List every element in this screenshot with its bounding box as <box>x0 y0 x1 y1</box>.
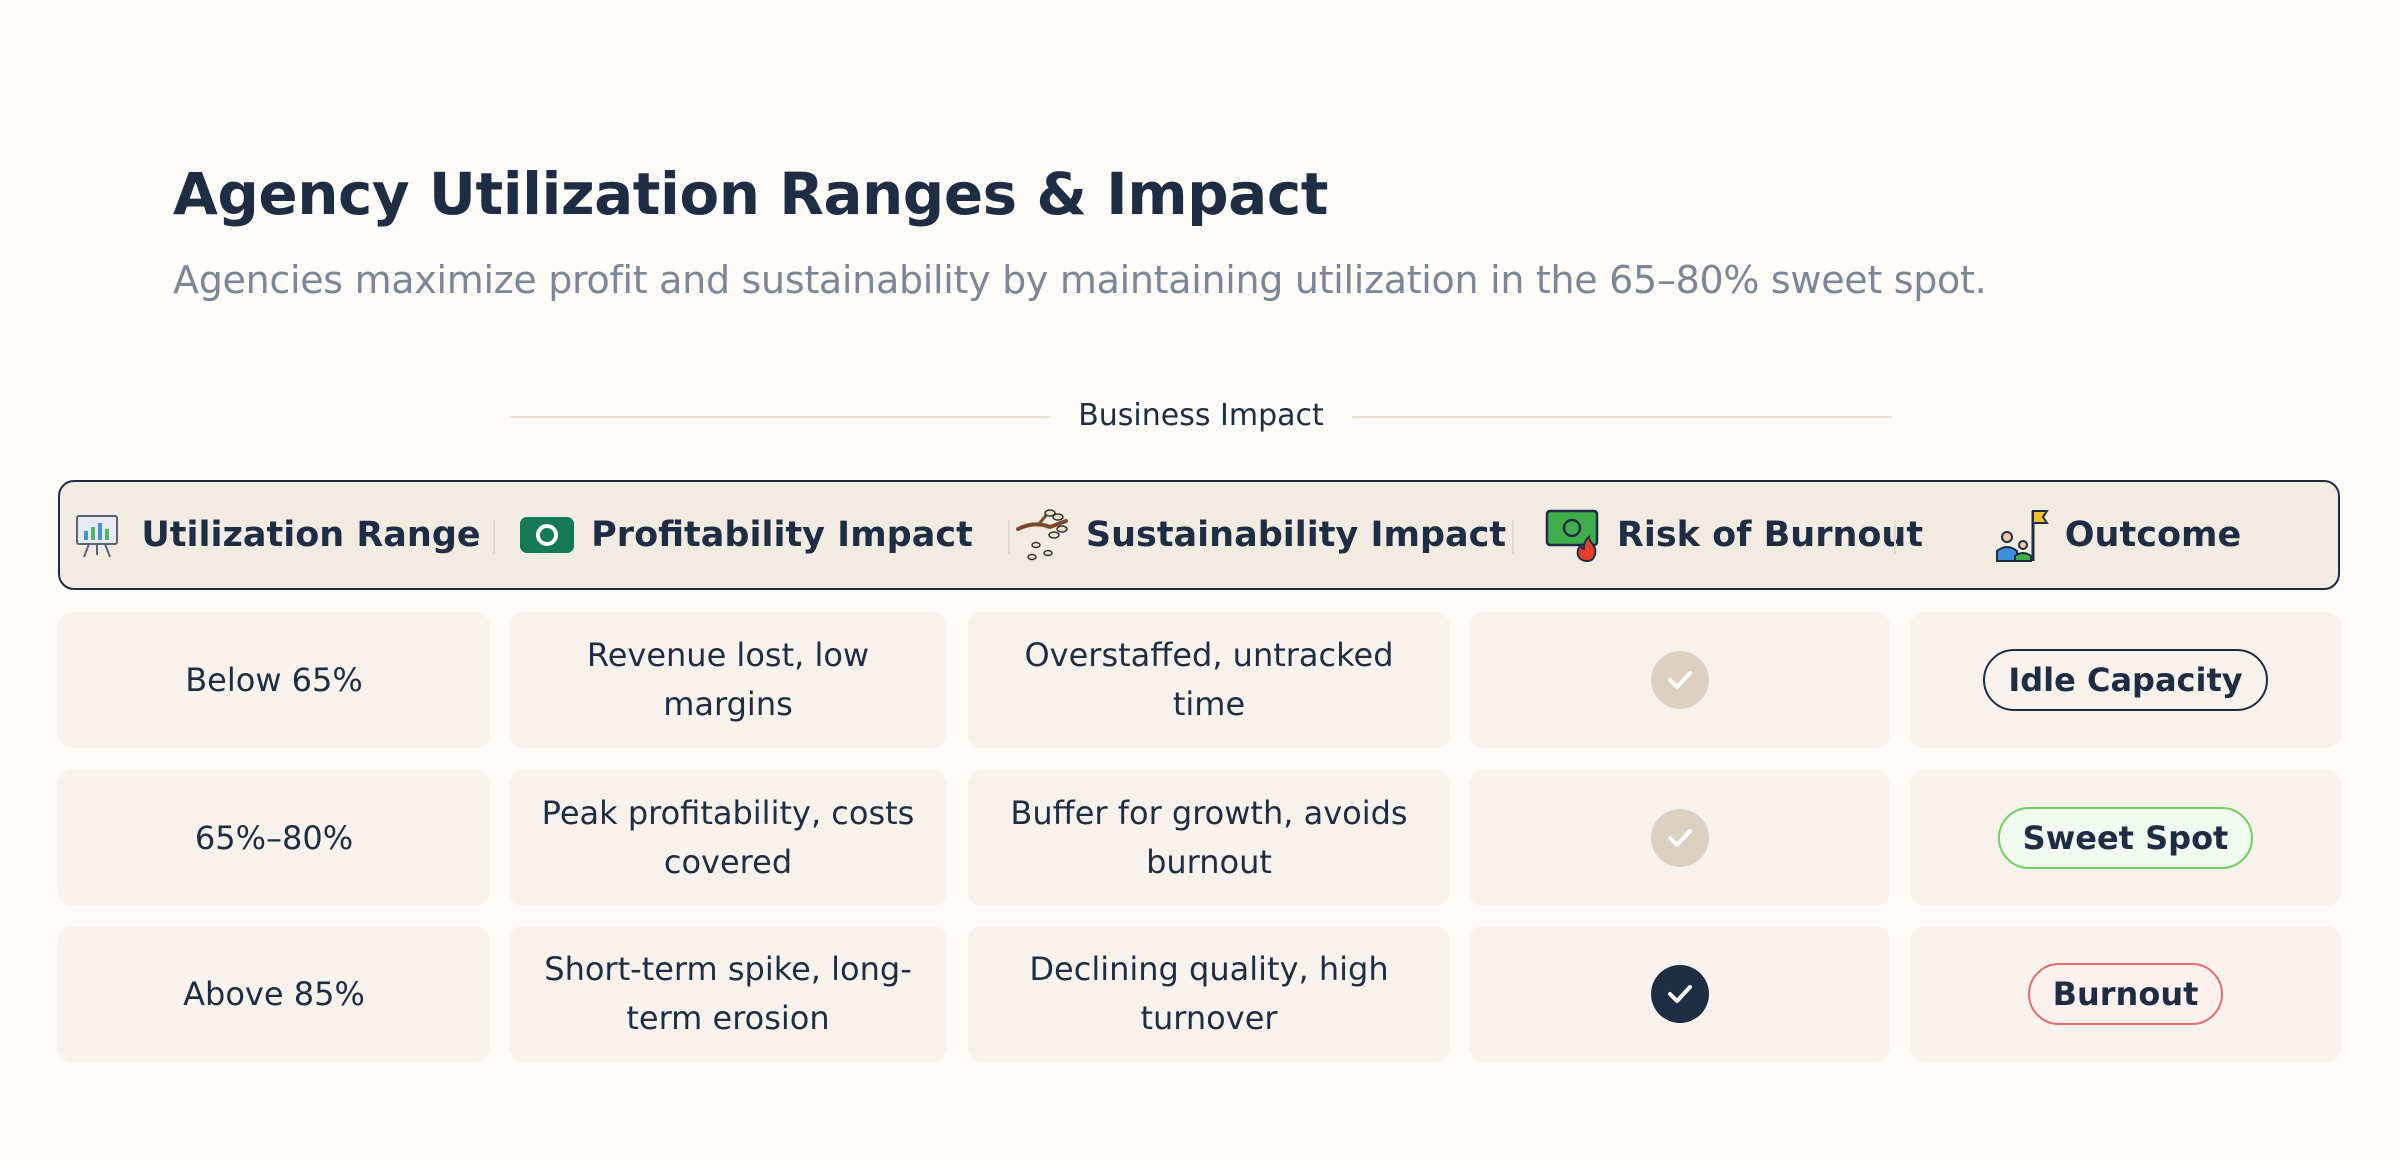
column-separator <box>1008 520 1010 554</box>
table-cell-profitability: Revenue lost, low margins <box>509 612 947 748</box>
presentation-chart-icon <box>69 507 125 563</box>
check-icon <box>1650 965 1709 1023</box>
team-flag-icon <box>1993 507 2049 563</box>
table-cell-burnout-risk <box>1469 770 1890 906</box>
check-icon <box>1650 809 1709 867</box>
table-cell-burnout-risk <box>1469 926 1890 1062</box>
column-header-utilization-range: Utilization Range <box>60 482 490 588</box>
page-title: Agency Utilization Ranges & Impact <box>173 160 1328 228</box>
column-header-sustainability-impact: Sustainability Impact <box>1010 482 1510 588</box>
outcome-badge-idle-capacity: Idle Capacity <box>1983 649 2268 711</box>
table-cell-profitability: Short-term spike, long-term erosion <box>509 926 947 1062</box>
table-cell-outcome: Burnout <box>1910 926 2341 1062</box>
column-separator <box>493 520 495 554</box>
column-header-label: Sustainability Impact <box>1085 515 1507 555</box>
column-separator <box>1512 520 1514 554</box>
table-cell-sustainability: Overstaffed, untracked time <box>968 612 1450 748</box>
table-header: Utilization Range Profitability Impact <box>58 480 2340 590</box>
table-cell-range: 65%–80% <box>58 770 490 906</box>
column-header-profitability-impact: Profitability Impact <box>496 482 996 588</box>
table-cell-profitability: Peak profitability, costs covered <box>509 770 947 906</box>
page-subtitle: Agencies maximize profit and sustainabil… <box>173 258 1987 302</box>
column-header-risk-of-burnout: Risk of Burnout <box>1514 482 1954 588</box>
outcome-badge-sweet-spot: Sweet Spot <box>1997 807 2254 869</box>
table-cell-burnout-risk <box>1469 612 1890 748</box>
column-header-label: Profitability Impact <box>591 515 973 555</box>
money-fire-icon <box>1545 507 1601 563</box>
money-icon <box>519 507 575 563</box>
column-separator <box>1894 520 1896 554</box>
column-header-label: Risk of Burnout <box>1616 515 1924 555</box>
divider <box>510 416 1050 418</box>
table-cell-outcome: Idle Capacity <box>1910 612 2341 748</box>
table-cell-range: Below 65% <box>58 612 490 748</box>
table-cell-outcome: Sweet Spot <box>1910 770 2341 906</box>
group-heading: Business Impact <box>510 394 1892 438</box>
branch-icon <box>1014 507 1070 563</box>
divider <box>1352 416 1892 418</box>
table-cell-sustainability: Declining quality, high turnover <box>968 926 1450 1062</box>
table-cell-sustainability: Buffer for growth, avoids burnout <box>968 770 1450 906</box>
column-header-label: Utilization Range <box>141 515 481 555</box>
check-icon <box>1650 651 1709 709</box>
column-header-outcome: Outcome <box>1896 482 2338 588</box>
group-heading-label: Business Impact <box>1078 398 1324 433</box>
table-cell-range: Above 85% <box>58 926 490 1062</box>
outcome-badge-burnout: Burnout <box>2027 963 2224 1025</box>
column-header-label: Outcome <box>2064 515 2242 555</box>
